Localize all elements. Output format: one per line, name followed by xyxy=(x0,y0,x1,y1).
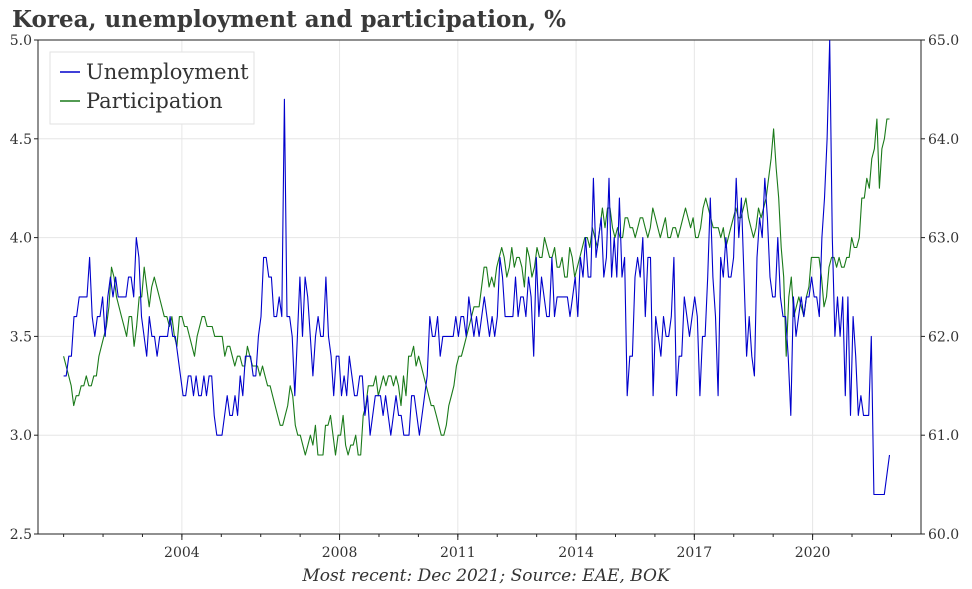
right-tick-label: 64.0 xyxy=(928,132,959,148)
plot-frame xyxy=(37,39,922,535)
right-tick-label: 65.0 xyxy=(928,33,959,49)
left-tick-label: 4.5 xyxy=(10,132,32,148)
left-tick-label: 3.5 xyxy=(10,329,32,345)
right-tick-label: 60.0 xyxy=(928,527,959,543)
x-tick-label: 2017 xyxy=(677,545,713,561)
x-tick-label: 2011 xyxy=(440,545,476,561)
right-axis: 60.0 61.0 62.0 63.0 64.0 65.0 xyxy=(921,33,959,543)
left-tick-label: 5.0 xyxy=(10,33,32,49)
right-tick-label: 61.0 xyxy=(928,428,959,444)
x-tick-label: 2020 xyxy=(795,545,831,561)
legend-label-unemployment: Unemployment xyxy=(86,60,249,84)
right-tick-label: 63.0 xyxy=(928,231,959,247)
series-layer xyxy=(63,40,891,496)
chart-title: Korea, unemployment and participation, % xyxy=(12,6,566,33)
left-axis: 2.5 3.0 3.5 4.0 4.5 5.0 xyxy=(10,33,38,543)
left-tick-label: 2.5 xyxy=(10,527,32,543)
left-tick-label: 4.0 xyxy=(10,231,32,247)
legend-box xyxy=(49,51,255,125)
legend: Unemployment Participation xyxy=(49,51,255,125)
x-tick-label: 2004 xyxy=(164,545,200,561)
x-tick-label: 2014 xyxy=(558,545,594,561)
right-tick-label: 62.0 xyxy=(928,329,959,345)
legend-label-participation: Participation xyxy=(86,89,223,113)
x-axis: 2004 2008 2011 2014 2017 2020 xyxy=(63,534,892,561)
chart-caption: Most recent: Dec 2021; Source: EAE, BOK xyxy=(302,566,670,586)
x-tick-label: 2008 xyxy=(322,545,358,561)
series-line-participation xyxy=(63,118,890,456)
left-tick-label: 3.0 xyxy=(10,428,32,444)
series-line-unemployment xyxy=(63,40,891,496)
